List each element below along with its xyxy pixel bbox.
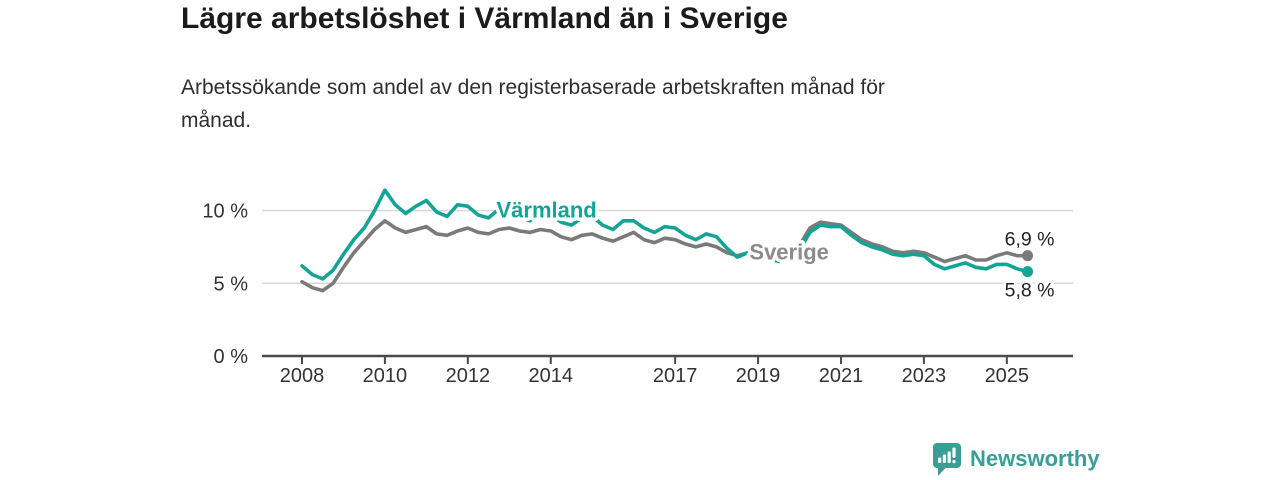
- series-label-v-rmland: Värmland: [496, 197, 596, 222]
- exclamation-bar: [952, 447, 956, 458]
- end-value-label-sverige: 6,9 %: [1005, 229, 1055, 251]
- x-tick-label: 2008: [280, 365, 325, 387]
- mini-bar-chart-glyph: [938, 447, 956, 464]
- y-tick-label: 0 %: [214, 346, 249, 368]
- end-dot-v-rmland: [1022, 266, 1034, 278]
- chart-subtitle: Arbetssökande som andel av den registerb…: [181, 76, 885, 132]
- x-tick-label: 2012: [446, 365, 491, 387]
- exclamation-dot: [952, 460, 956, 464]
- speech-bubble-shape: [933, 443, 961, 476]
- x-tick-label: 2014: [529, 365, 574, 387]
- x-tick-label: 2025: [985, 365, 1030, 387]
- x-tick-label: 2023: [902, 365, 947, 387]
- newsworthy-logo-text: Newsworthy: [970, 446, 1100, 471]
- end-value-label-v-rmland: 5,8 %: [1005, 280, 1055, 302]
- series-label-sverige: Sverige: [749, 240, 829, 265]
- x-tick-label: 2010: [363, 365, 408, 387]
- line-v-rmland: [300, 188, 1030, 281]
- speech-bubble-bar-chart-icon: [933, 443, 961, 476]
- y-tick-label: 5 %: [214, 273, 249, 295]
- x-tick-label: 2017: [653, 365, 698, 387]
- newsworthy-logo: Newsworthy: [933, 443, 1100, 477]
- x-tick-label: 2019: [736, 365, 781, 387]
- y-tick-label: 10 %: [202, 201, 248, 223]
- chart-title: Lägre arbetslöshet i Värmland än i Sveri…: [181, 2, 788, 35]
- line-sverige: [300, 219, 1030, 293]
- end-dot-sverige: [1022, 250, 1034, 262]
- x-tick-label: 2021: [819, 365, 864, 387]
